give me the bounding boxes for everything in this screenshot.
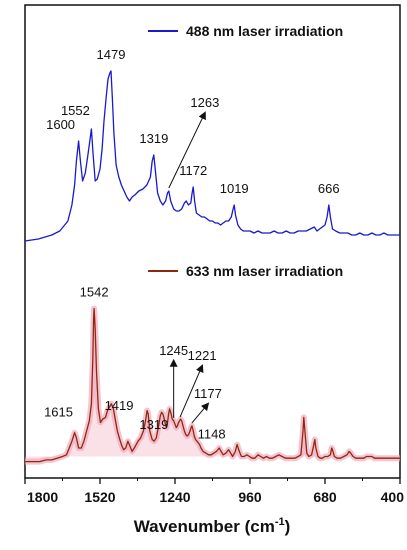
legend-label-488: 488 nm laser irradiation bbox=[186, 23, 343, 39]
peak-label-1319-s1: 1319 bbox=[139, 417, 168, 432]
x-tick-label-1240: 1240 bbox=[159, 489, 190, 505]
x-tick-label-1800: 1800 bbox=[27, 489, 58, 505]
legend-488: 488 nm laser irradiation bbox=[148, 23, 343, 39]
x-tick-label-680: 680 bbox=[313, 489, 337, 505]
arrow-1177-s1 bbox=[191, 402, 210, 424]
peak-label-666-s0: 666 bbox=[318, 181, 340, 196]
arrow-1221-s1 bbox=[179, 364, 204, 418]
peak-label-1221-s1: 1221 bbox=[188, 348, 217, 363]
arrow-1263-s0 bbox=[168, 111, 206, 189]
peak-label-1479-s0: 1479 bbox=[97, 47, 126, 62]
series-layer bbox=[24, 70, 400, 465]
peak-label-1245-s1: 1245 bbox=[159, 343, 188, 358]
peak-label-1542-s1: 1542 bbox=[80, 285, 109, 300]
peak-label-1263-s0: 1263 bbox=[190, 95, 219, 110]
plot-frame bbox=[24, 4, 401, 479]
peak-label-1615-s1: 1615 bbox=[44, 405, 73, 420]
x-tick-label-400: 400 bbox=[381, 489, 405, 505]
peak-label-1019-s0: 1019 bbox=[220, 181, 249, 196]
peak-label-1600-s0: 1600 bbox=[46, 117, 75, 132]
peak-label-1148-s1: 1148 bbox=[198, 427, 226, 442]
x-axis-title: Wavenumber (cm-1) bbox=[134, 516, 291, 536]
peak-label-1172-s0: 1172 bbox=[179, 163, 207, 178]
legend-label-633: 633 nm laser irradiation bbox=[186, 263, 343, 279]
series-line-1 bbox=[25, 307, 400, 463]
peak-label-1419-s1: 1419 bbox=[105, 398, 134, 413]
peak-label-1319-s0: 1319 bbox=[139, 131, 168, 146]
peak-label-1552-s0: 1552 bbox=[61, 103, 90, 118]
x-tick-label-960: 960 bbox=[238, 489, 262, 505]
series-line-0 bbox=[24, 70, 400, 242]
legend-633: 633 nm laser irradiation bbox=[148, 263, 343, 279]
x-tick-label-1520: 1520 bbox=[84, 489, 115, 505]
peak-label-1177-s1: 1177 bbox=[194, 386, 222, 401]
x-axis-ticks: 1800 1520 1240 960 680 400 bbox=[24, 478, 405, 505]
